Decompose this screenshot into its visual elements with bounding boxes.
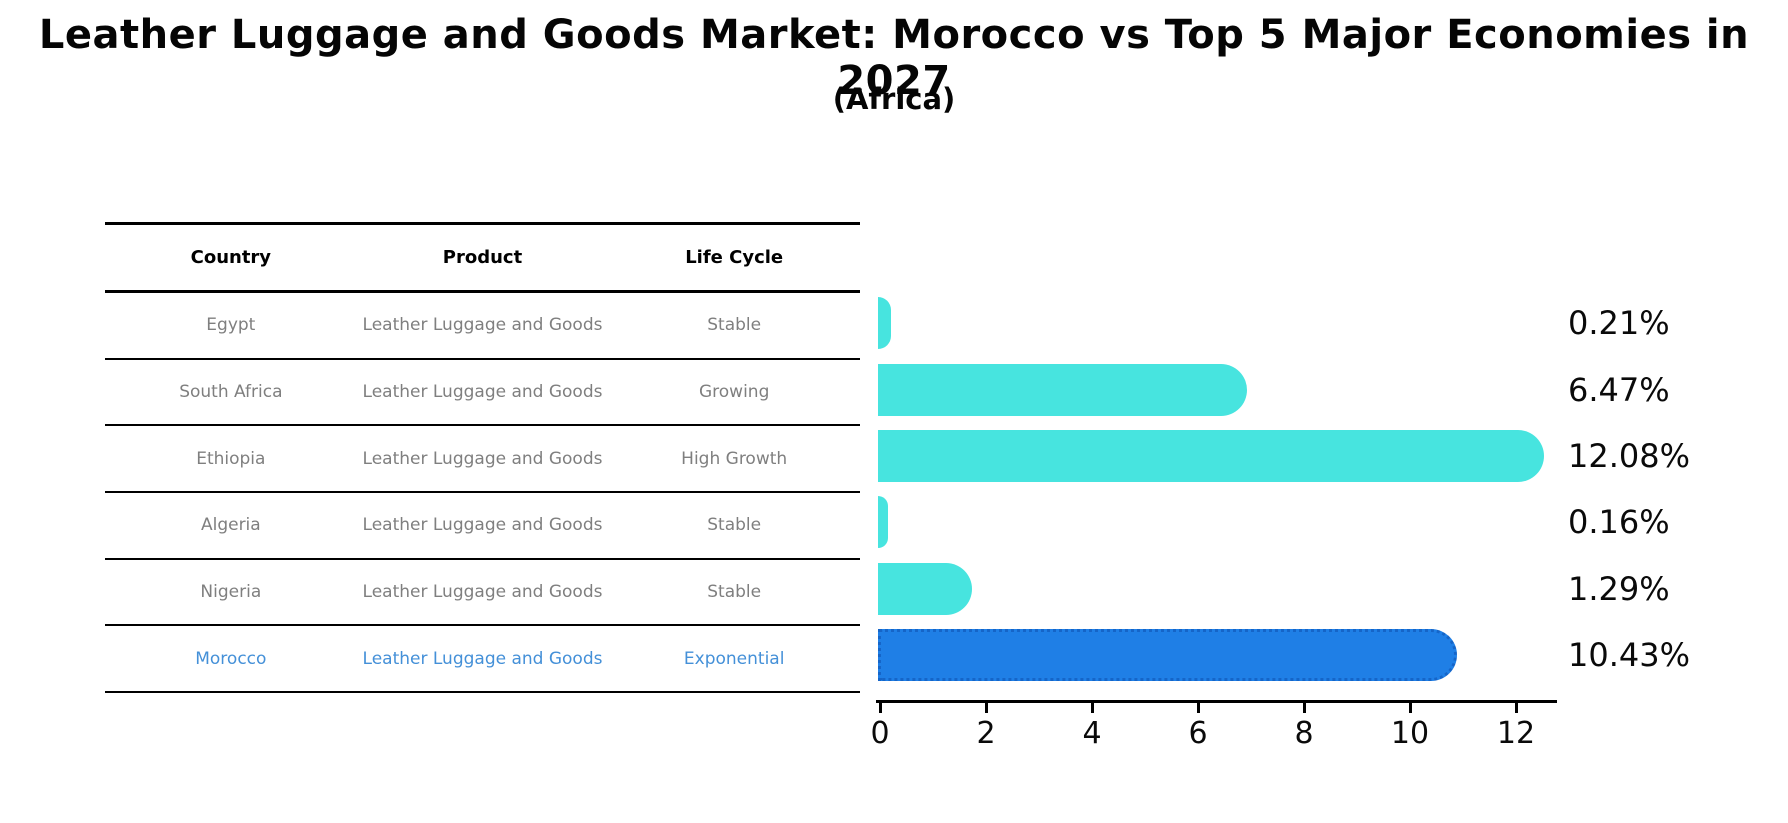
bar-south-africa [878,363,1247,416]
table-cell-lifecycle: High Growth [681,448,788,469]
bar-value-label: 6.47% [1568,370,1670,409]
x-axis-tick-label: 6 [1188,716,1208,751]
bar-value-label: 0.21% [1568,304,1670,343]
column-header-lifecycle: Life Cycle [685,247,784,268]
table-cell-lifecycle: Growing [698,382,770,402]
table-cell-country: South Africa [179,382,283,402]
table-row: Egypt Leather Luggage and Goods Stable [105,293,860,360]
x-axis-line [876,700,1557,703]
bar-value-label: 0.16% [1568,503,1670,542]
x-axis-tick-label: 10 [1390,716,1430,751]
table-cell-lifecycle: Stable [707,582,762,603]
bar-value-label: 10.43% [1568,635,1691,674]
table-header-row: Country Product Life Cycle [105,225,860,293]
table-cell-country: Egypt [206,315,256,336]
bar-value-label: 1.29% [1568,569,1670,608]
table-row: Algeria Leather Luggage and Goods Stable [105,493,860,560]
table-cell-product: Leather Luggage and Goods [362,315,603,336]
column-header-country: Country [190,247,272,268]
bar-morocco [878,628,1457,681]
bar-nigeria [878,562,973,615]
table-cell-country: Ethiopia [196,448,266,469]
table-cell-product: Leather Luggage and Goods [362,648,603,669]
table-cell-country: Algeria [200,515,261,536]
bar-egypt [878,297,892,350]
table-cell-lifecycle: Exponential [683,648,785,669]
x-axis-tick [984,703,988,713]
x-axis-tick-label: 4 [1082,716,1102,751]
table-cell-lifecycle: Stable [707,515,762,536]
x-axis-tick-label: 0 [870,716,890,751]
table-cell-country: Nigeria [200,582,262,603]
info-table: Country Product Life Cycle Egypt Leather… [105,222,860,693]
table-cell-product: Leather Luggage and Goods [362,515,603,536]
x-axis-tick [1302,703,1306,713]
table-cell-product: Leather Luggage and Goods [362,448,603,469]
column-header-product: Product [442,247,523,268]
table-cell-country: Morocco [195,648,267,669]
x-axis-tick-label: 8 [1294,716,1314,751]
chart-subtitle: (Africa) [832,82,956,116]
x-axis-tick [1408,703,1412,713]
table-cell-product: Leather Luggage and Goods [362,382,603,402]
chart-title: Leather Luggage and Goods Market: Morocc… [38,12,1750,104]
x-axis-tick [1090,703,1094,713]
x-axis-tick [1514,703,1518,713]
x-axis-tick-label: 2 [976,716,996,751]
x-axis-tick [1196,703,1200,713]
table-cell-lifecycle: Stable [707,315,762,336]
table-row: South Africa Leather Luggage and Goods G… [105,360,860,427]
bar-value-label: 12.08% [1568,436,1691,475]
x-axis-tick [878,703,882,713]
table-cell-product: Leather Luggage and Goods [362,582,603,603]
table-row: Ethiopia Leather Luggage and Goods High … [105,426,860,494]
bar-ethiopia [878,429,1545,482]
table-row: Nigeria Leather Luggage and Goods Stable [105,560,860,627]
bar-algeria [878,496,889,549]
x-axis-tick-label: 12 [1496,716,1536,751]
table-row: Morocco Leather Luggage and Goods Expone… [105,626,860,691]
